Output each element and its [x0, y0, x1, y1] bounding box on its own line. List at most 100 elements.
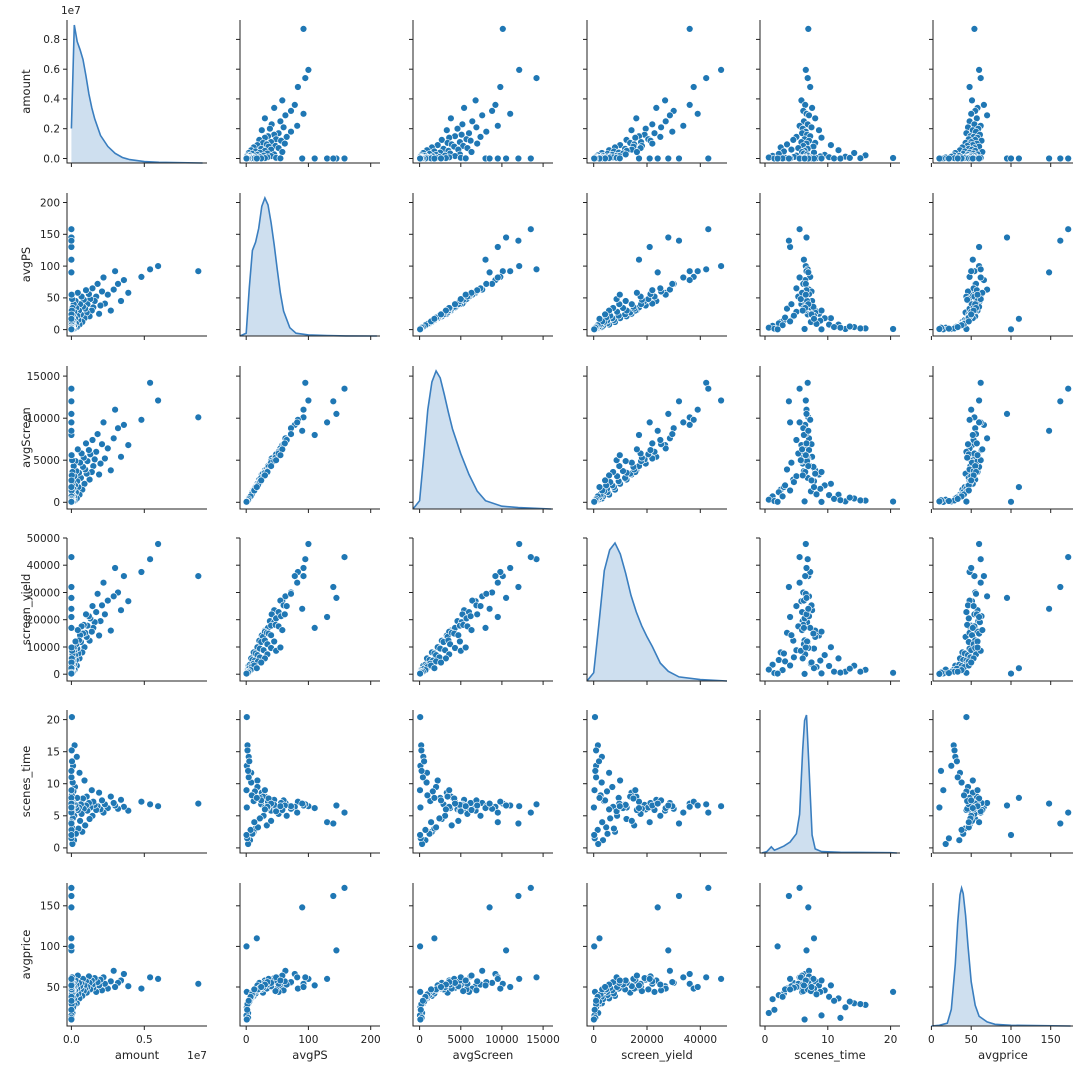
panel-avgScreen-vs-scenes_time	[756, 366, 900, 513]
scatter-point	[299, 25, 308, 33]
scatter-point	[420, 757, 428, 765]
scatter-point	[67, 605, 76, 613]
scatter-point	[935, 670, 944, 678]
scatter-point	[800, 670, 809, 678]
scatter-point	[451, 799, 459, 808]
scatter-point	[773, 498, 782, 506]
scatter-point	[969, 624, 977, 632]
scatter-point	[467, 971, 476, 980]
scatter-point	[889, 988, 897, 996]
scatter-point	[471, 96, 480, 105]
scatter-point	[416, 154, 424, 163]
scatter-point	[445, 786, 453, 794]
scatter-point	[68, 757, 76, 765]
scatter-point	[257, 983, 265, 991]
scatter-point	[466, 612, 475, 620]
scatter-point	[836, 668, 845, 677]
scatter-point	[74, 289, 82, 297]
scatter-point	[798, 471, 807, 480]
scatter-point	[653, 427, 662, 435]
scatter-point	[635, 256, 643, 264]
scatter-point	[447, 114, 455, 123]
scatter-point	[476, 812, 485, 820]
scatter-point	[82, 439, 90, 448]
scatter-point	[973, 643, 982, 652]
scatter-point	[787, 459, 796, 467]
kde-fill-amount	[71, 25, 203, 163]
scatter-point	[827, 643, 835, 651]
scatter-point	[245, 997, 253, 1005]
scatter-point	[494, 808, 502, 817]
scatter-point	[416, 988, 424, 996]
scatter-point	[253, 794, 261, 802]
scatter-point	[967, 406, 975, 414]
scatter-point	[427, 985, 435, 994]
scatter-point	[717, 262, 725, 270]
y-tick-label: 0.4	[43, 94, 60, 106]
scatter-point	[299, 110, 308, 118]
scatter-point	[427, 818, 435, 826]
scatter-point	[802, 396, 810, 405]
scatter-point	[795, 225, 804, 233]
scatter-point	[253, 776, 262, 785]
scatter-point	[602, 823, 610, 831]
scatter-point	[272, 456, 280, 464]
scatter-point	[194, 413, 203, 421]
scatter-point	[494, 122, 502, 130]
scatter-point	[67, 498, 76, 506]
scatter-point	[825, 993, 833, 1001]
scatter-point	[95, 788, 103, 797]
scatter-point	[437, 983, 445, 991]
scatter-point	[278, 148, 286, 156]
scatter-point	[804, 462, 812, 470]
scatter-point	[1056, 397, 1065, 405]
scatter-point	[491, 101, 500, 109]
scatter-point	[253, 664, 261, 672]
y-tick-label: 10000	[27, 413, 60, 425]
scatter-point	[124, 289, 133, 297]
scatter-point	[953, 667, 962, 676]
scatter-point	[496, 83, 504, 91]
scatter-point	[82, 286, 90, 294]
scatter-point	[606, 814, 614, 823]
scatter-point	[817, 1011, 826, 1020]
panel-avgprice-vs-scenes_time: 0 10 20	[756, 883, 900, 1046]
scatter-point	[945, 669, 953, 677]
scatter-point	[287, 128, 295, 136]
scatter-point	[773, 942, 782, 951]
scatter-point	[590, 154, 598, 163]
scatter-point	[515, 802, 523, 810]
scatter-point	[499, 25, 507, 33]
scatter-point	[621, 150, 630, 159]
scatter-point	[432, 823, 440, 831]
scatter-point	[340, 385, 349, 393]
scatter-point	[462, 643, 470, 652]
scatter-point	[633, 445, 641, 453]
scatter-point	[242, 154, 251, 163]
scatter-point	[109, 285, 118, 294]
scatter-point	[101, 610, 109, 618]
scatter-point	[481, 256, 490, 264]
scatter-point	[276, 117, 285, 126]
y-tick-label: 40000	[27, 560, 60, 572]
scatter-point	[935, 154, 944, 163]
scatter-point	[107, 626, 115, 635]
scatter-point	[800, 624, 808, 632]
scatter-point	[633, 971, 641, 980]
scatter-point	[96, 301, 105, 310]
scatter-point	[446, 640, 454, 648]
scatter-point	[704, 385, 712, 393]
scatter-point	[298, 427, 306, 435]
scatter-point	[478, 111, 486, 120]
x-axis-label-amount: amount	[115, 1048, 160, 1062]
scatter-point	[76, 817, 84, 825]
scatter-point	[442, 306, 450, 315]
scatter-point	[485, 605, 494, 613]
scatter-point	[590, 786, 599, 794]
scatter-point	[506, 564, 514, 572]
scatter-point	[417, 1006, 425, 1014]
panel-avgprice-vs-avgScreen: 0 5000 10000 15000	[409, 883, 560, 1046]
scatter-point	[494, 975, 502, 983]
scatter-point	[502, 154, 510, 163]
scatter-point	[416, 831, 424, 839]
